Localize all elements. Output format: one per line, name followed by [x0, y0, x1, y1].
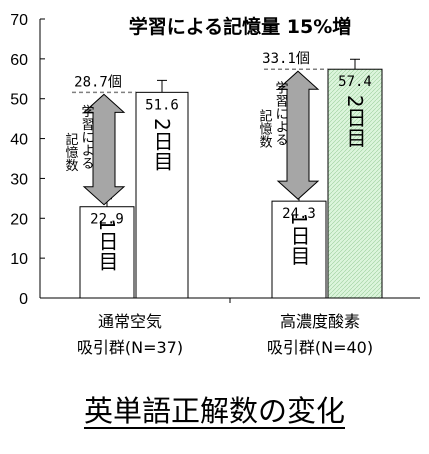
- bar-day-label: 1日目: [95, 218, 119, 271]
- bar: [271, 200, 327, 299]
- y-tick-label: 70: [10, 12, 28, 29]
- y-tick-label: 20: [10, 211, 28, 228]
- y-tick-label: 60: [10, 52, 28, 69]
- double-arrow: [276, 70, 320, 200]
- chart-title: 学習による記憶量 15%増: [129, 15, 352, 38]
- arrow-annotation: 学習による: [79, 104, 95, 170]
- gain-label: 28.7個: [74, 74, 122, 90]
- y-tick-label: 30: [10, 171, 28, 188]
- group-label-line2: 吸引群(N=37): [77, 338, 183, 357]
- arrow-annotation: 学習による: [273, 81, 289, 147]
- bar: [327, 68, 383, 299]
- y-tick-label: 40: [10, 132, 28, 149]
- bar-day-label: 1日目: [287, 213, 311, 266]
- gain-label: 33.1個: [262, 51, 310, 67]
- bar-day-label: 2日目: [343, 95, 367, 148]
- group-label-line2: 吸引群(N=40): [267, 338, 373, 357]
- bar: [79, 206, 135, 299]
- caption-text: 英単語正解数の変化: [83, 394, 345, 428]
- bar-value-label: 51.6: [145, 97, 179, 113]
- group-label-line1: 通常空気: [98, 312, 162, 331]
- arrow-annotation: 記憶数: [63, 132, 79, 172]
- bar-value-label: 22.9: [90, 212, 124, 228]
- bar-value-label: 24.3: [282, 206, 316, 222]
- double-arrow: [82, 93, 126, 206]
- bar-value-label: 57.4: [338, 74, 372, 90]
- arrow-annotation: 記憶数: [257, 109, 273, 149]
- y-tick-label: 10: [10, 251, 28, 268]
- y-tick-label: 50: [10, 92, 28, 109]
- bar: [135, 91, 189, 299]
- bars: 22.91日目51.62日目28.7個学習による記憶数24.31日目57.42日…: [63, 51, 383, 299]
- group-label-line1: 高濃度酸素: [280, 312, 360, 331]
- bar-day-label: 2日目: [150, 118, 174, 171]
- y-tick-label: 0: [19, 291, 28, 308]
- figure-caption: 英単語正解数の変化: [0, 388, 429, 430]
